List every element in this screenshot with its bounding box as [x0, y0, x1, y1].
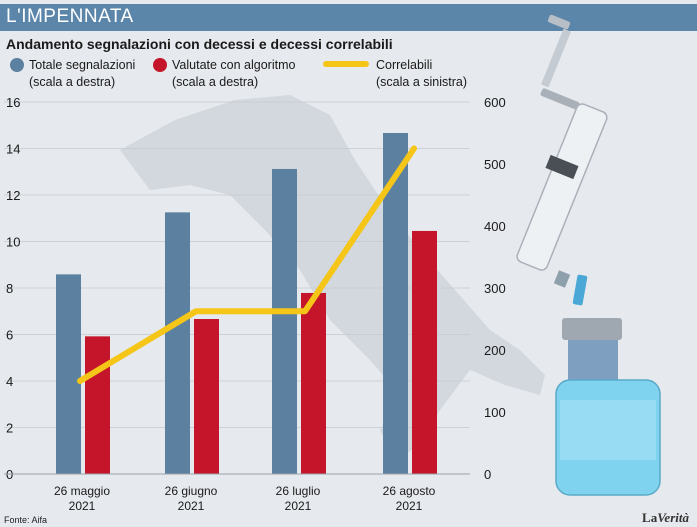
- line-series: [77, 145, 417, 384]
- bar-totale-segnalazioni: [165, 212, 190, 475]
- right-tick-label: 600: [484, 95, 506, 110]
- right-tick-label: 400: [484, 219, 506, 234]
- chart-title: L'IMPENNATA: [6, 6, 134, 27]
- bars: [56, 133, 437, 475]
- legend-label: Totale segnalazioni: [29, 58, 135, 72]
- left-tick-label: 14: [6, 142, 20, 157]
- left-tick-label: 4: [6, 374, 13, 389]
- x-tick-label-year: 2021: [285, 499, 312, 513]
- legend-sublabel: (scala a destra): [172, 75, 258, 89]
- x-tick-label-year: 2021: [178, 499, 205, 513]
- right-tick-label: 300: [484, 281, 506, 296]
- left-tick-label: 10: [6, 235, 20, 250]
- right-tick-label: 200: [484, 343, 506, 358]
- legend-label: Correlabili: [376, 58, 432, 72]
- left-tick-label: 2: [6, 421, 13, 436]
- logo-part1: La: [642, 510, 658, 525]
- right-tick-label: 0: [484, 467, 491, 482]
- logo-part2: Verità: [657, 510, 689, 525]
- left-tick-label: 8: [6, 281, 13, 296]
- legend-swatch: [10, 58, 24, 72]
- bar-totale-segnalazioni: [272, 168, 297, 474]
- legend-swatch: [153, 58, 167, 72]
- syringe-icon: [516, 14, 608, 306]
- legend-label: Valutate con algoritmo: [172, 58, 295, 72]
- x-tick-label: 26 giugno: [165, 484, 218, 498]
- legend-sublabel: (scala a destra): [29, 75, 115, 89]
- publisher-logo: LaVerità: [642, 510, 689, 526]
- bar-valutate-algoritmo: [194, 319, 219, 474]
- vial-icon: [555, 318, 661, 496]
- left-tick-label: 12: [6, 188, 20, 203]
- map-silhouette: [120, 95, 545, 460]
- x-tick-label: 26 maggio: [54, 484, 110, 498]
- legend: Totale segnalazioni (scala a destra) Valut…: [10, 58, 467, 89]
- line-point: [413, 147, 415, 150]
- right-tick-label: 100: [484, 405, 506, 420]
- line-point: [195, 310, 197, 313]
- x-tick-label-year: 2021: [69, 499, 96, 513]
- line-point: [304, 310, 306, 313]
- chart-subtitle: Andamento segnalazioni con decessi e dec…: [6, 36, 393, 52]
- bar-valutate-algoritmo: [85, 336, 110, 474]
- bar-totale-segnalazioni: [56, 274, 81, 474]
- line-correlabili: [77, 145, 417, 384]
- x-tick-label: 26 agosto: [383, 484, 436, 498]
- left-tick-label: 6: [6, 328, 13, 343]
- left-tick-label: 16: [6, 95, 20, 110]
- line-point: [79, 380, 81, 382]
- right-tick-label: 500: [484, 157, 506, 172]
- x-tick-label: 26 luglio: [276, 484, 321, 498]
- legend-sublabel: (scala a sinistra): [376, 75, 467, 89]
- bar-valutate-algoritmo: [412, 230, 437, 474]
- x-tick-label-year: 2021: [396, 499, 423, 513]
- bar-valutate-algoritmo: [301, 292, 326, 474]
- right-axis: 0 100 200 300 400 500 600: [484, 95, 506, 482]
- source-note: Fonte: Aifa: [4, 515, 48, 525]
- title-banner: L'IMPENNATA: [0, 4, 697, 31]
